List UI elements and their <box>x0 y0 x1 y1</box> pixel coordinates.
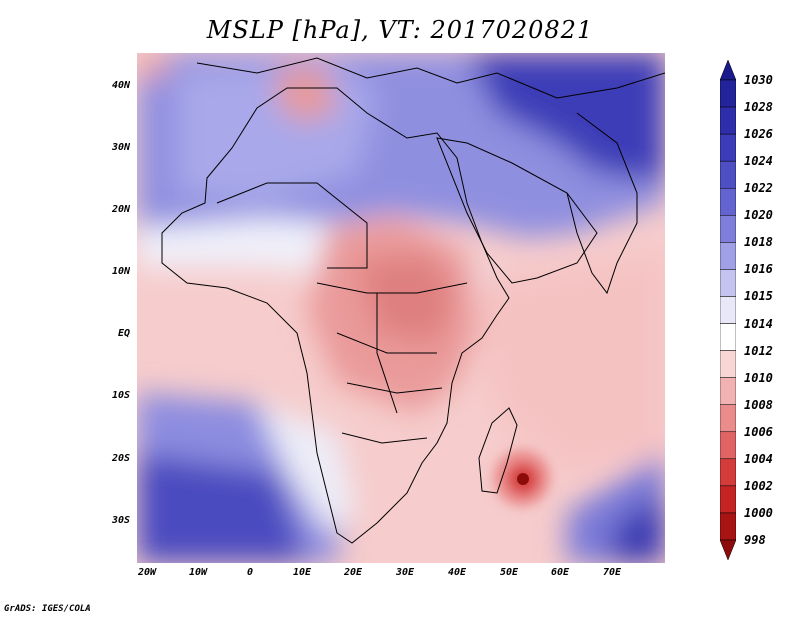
colorbar-segment <box>720 269 736 297</box>
lat-label-eq: EQ <box>117 328 130 339</box>
lon-label-40e: 40E <box>447 567 467 578</box>
colorbar-segment <box>720 215 736 243</box>
colorbar-segment <box>720 404 736 433</box>
lon-label-60e: 60E <box>550 567 570 578</box>
colorbar-label: 1010 <box>744 370 773 385</box>
colorbar-segment <box>720 458 736 487</box>
lon-label-70e: 70E <box>602 567 622 578</box>
colorbar-label: 1008 <box>744 397 773 412</box>
colorbar-label: 1028 <box>744 100 773 115</box>
colorbar-segment <box>720 377 736 405</box>
colorbar-label: 1020 <box>744 208 773 223</box>
colorbar-top-arrow <box>720 60 736 81</box>
lon-label-50e: 50E <box>499 567 519 578</box>
colorbar-label: 1004 <box>744 451 773 466</box>
colorbar-label: 1026 <box>744 127 773 142</box>
colorbar-label: 1024 <box>744 154 773 169</box>
colorbar-label: 1006 <box>744 424 773 439</box>
lat-label-10n: 10N <box>111 266 130 277</box>
colorbar-segment <box>720 133 736 162</box>
credit-text: GrADS: IGES/COLA <box>4 604 91 614</box>
colorbar-label: 1002 <box>744 478 773 493</box>
lon-label-0: 0 <box>246 567 254 578</box>
colorbar-segment <box>720 485 736 514</box>
colorbar-segment <box>720 242 736 270</box>
colorbar-label: 1016 <box>744 262 773 277</box>
colorbar-segment <box>720 187 736 216</box>
colorbar-label: 1022 <box>744 181 773 196</box>
colorbar <box>720 60 736 560</box>
lon-label-20e: 20E <box>343 567 363 578</box>
plot-title: MSLP [hPa], VT: 2017020821 <box>206 16 594 44</box>
map-svg <box>137 53 665 563</box>
colorbar-label: 1014 <box>744 316 773 331</box>
colorbar-segment <box>720 160 736 189</box>
colorbar-segment <box>720 106 736 135</box>
colorbar-label: 1030 <box>744 73 773 87</box>
colorbar-label: 1018 <box>744 235 773 250</box>
lat-label-30s: 30S <box>111 515 130 526</box>
colorbar-bottom-arrow <box>720 539 736 560</box>
lat-label-20n: 20N <box>111 204 130 215</box>
colorbar-segment <box>720 79 736 108</box>
lon-label-10e: 10E <box>292 567 312 578</box>
colorbar-label: 1012 <box>744 343 773 358</box>
colorbar-label: 998 <box>744 533 766 547</box>
lon-label-20w: 20W <box>137 567 157 578</box>
colorbar-segment <box>720 296 736 324</box>
pressure-field <box>137 53 665 563</box>
lat-label-40n: 40N <box>111 80 130 91</box>
lon-label-10w: 10W <box>188 567 208 578</box>
cyclone-center <box>517 473 529 485</box>
mslp-map <box>137 53 665 563</box>
coastlines <box>161 57 665 544</box>
lon-label-30e: 30E <box>395 567 415 578</box>
colorbar-segment <box>720 431 736 460</box>
lat-label-20s: 20S <box>111 453 130 464</box>
colorbar-segment <box>720 512 736 541</box>
colorbar-label: 1015 <box>744 289 773 304</box>
colorbar-label: 1000 <box>744 505 773 520</box>
colorbar-segment <box>720 323 736 351</box>
colorbar-segment <box>720 350 736 378</box>
lat-label-10s: 10S <box>111 390 130 401</box>
lat-label-30n: 30N <box>111 142 130 153</box>
